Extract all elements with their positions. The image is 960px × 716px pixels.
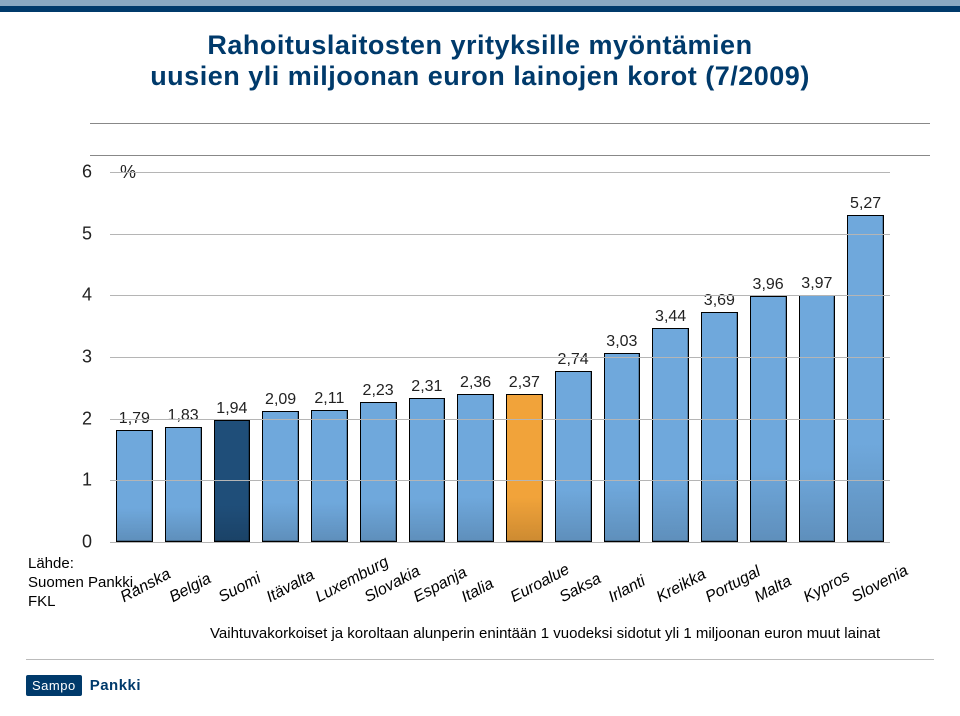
x-tick-label: Itävalta [264, 567, 318, 607]
bar-value-label: 2,23 [363, 382, 394, 400]
y-tick-label: 1 [82, 470, 92, 491]
x-tick-label: Kreikka [654, 566, 710, 607]
bar: 1,79 [116, 430, 153, 542]
bar: 3,69 [701, 312, 738, 542]
gridline [110, 480, 890, 481]
y-tick-label: 0 [82, 532, 92, 553]
footer-divider [26, 659, 934, 660]
title-divider-2 [90, 155, 930, 156]
gridline [110, 419, 890, 420]
y-tick-label: 3 [82, 347, 92, 368]
bar: 2,74 [555, 371, 592, 542]
y-tick-label: 4 [82, 285, 92, 306]
x-tick-label: Suomi [215, 570, 264, 607]
bar: 2,09 [262, 411, 299, 542]
x-tick-label: Slovenia [849, 562, 912, 607]
bar-value-label: 1,94 [216, 400, 247, 418]
bar-value-label: 2,37 [509, 374, 540, 392]
bar-value-label: 2,74 [558, 351, 589, 369]
gridline [110, 295, 890, 296]
gridline [110, 542, 890, 543]
bar: 2,37 [506, 394, 543, 542]
title-line-2: uusien yli miljoonan euron lainojen koro… [0, 61, 960, 92]
bar-value-label: 2,09 [265, 391, 296, 409]
brand-logo: Sampo Pankki [26, 675, 141, 696]
bar: 2,23 [360, 402, 397, 542]
x-tick-label: Irlanti [605, 573, 648, 607]
bar: 5,27 [847, 215, 884, 542]
header-bars [0, 0, 960, 12]
chart-caption: Vaihtuvakorkoiset ja koroltaan alunperin… [210, 625, 880, 642]
x-axis-labels: RanskaBelgiaSuomiItävaltaLuxemburgSlovak… [110, 548, 890, 608]
x-tick-label: Belgia [167, 570, 215, 607]
bar-value-label: 3,44 [655, 308, 686, 326]
logo-text: Pankki [90, 677, 141, 694]
x-tick-label: Kypros [800, 568, 852, 607]
bar-chart: % 1,791,831,942,092,112,232,312,362,372,… [110, 172, 890, 542]
x-tick-label: Portugal [703, 563, 764, 607]
header-bar-2 [0, 6, 960, 12]
bar-value-label: 2,11 [314, 390, 344, 408]
bar: 3,03 [604, 353, 641, 542]
gridline [110, 172, 890, 173]
bar-value-label: 3,97 [801, 275, 832, 293]
chart-title: Rahoituslaitosten yrityksille myöntämien… [0, 30, 960, 92]
source-line-2: Suomen Pankki, [28, 574, 137, 593]
title-divider [90, 123, 930, 124]
bar-value-label: 5,27 [850, 195, 881, 213]
bar: 1,83 [165, 427, 202, 542]
y-tick-label: 5 [82, 223, 92, 244]
gridline [110, 234, 890, 235]
gridline [110, 357, 890, 358]
bar-value-label: 2,31 [411, 378, 442, 396]
bar: 2,36 [457, 394, 494, 542]
logo-box: Sampo [26, 675, 82, 696]
title-line-1: Rahoituslaitosten yrityksille myöntämien [0, 30, 960, 61]
y-tick-label: 6 [82, 162, 92, 183]
source-line-1: Lähde: [28, 555, 137, 574]
bar-value-label: 1,83 [168, 407, 199, 425]
bar: 3,44 [652, 328, 689, 542]
bar-value-label: 3,96 [753, 276, 784, 294]
bar-value-label: 3,03 [606, 333, 637, 351]
y-tick-label: 2 [82, 408, 92, 429]
bar-value-label: 2,36 [460, 374, 491, 392]
source-text: Lähde: Suomen Pankki, FKL [28, 555, 137, 611]
source-line-3: FKL [28, 593, 137, 612]
bar: 2,11 [311, 410, 348, 542]
